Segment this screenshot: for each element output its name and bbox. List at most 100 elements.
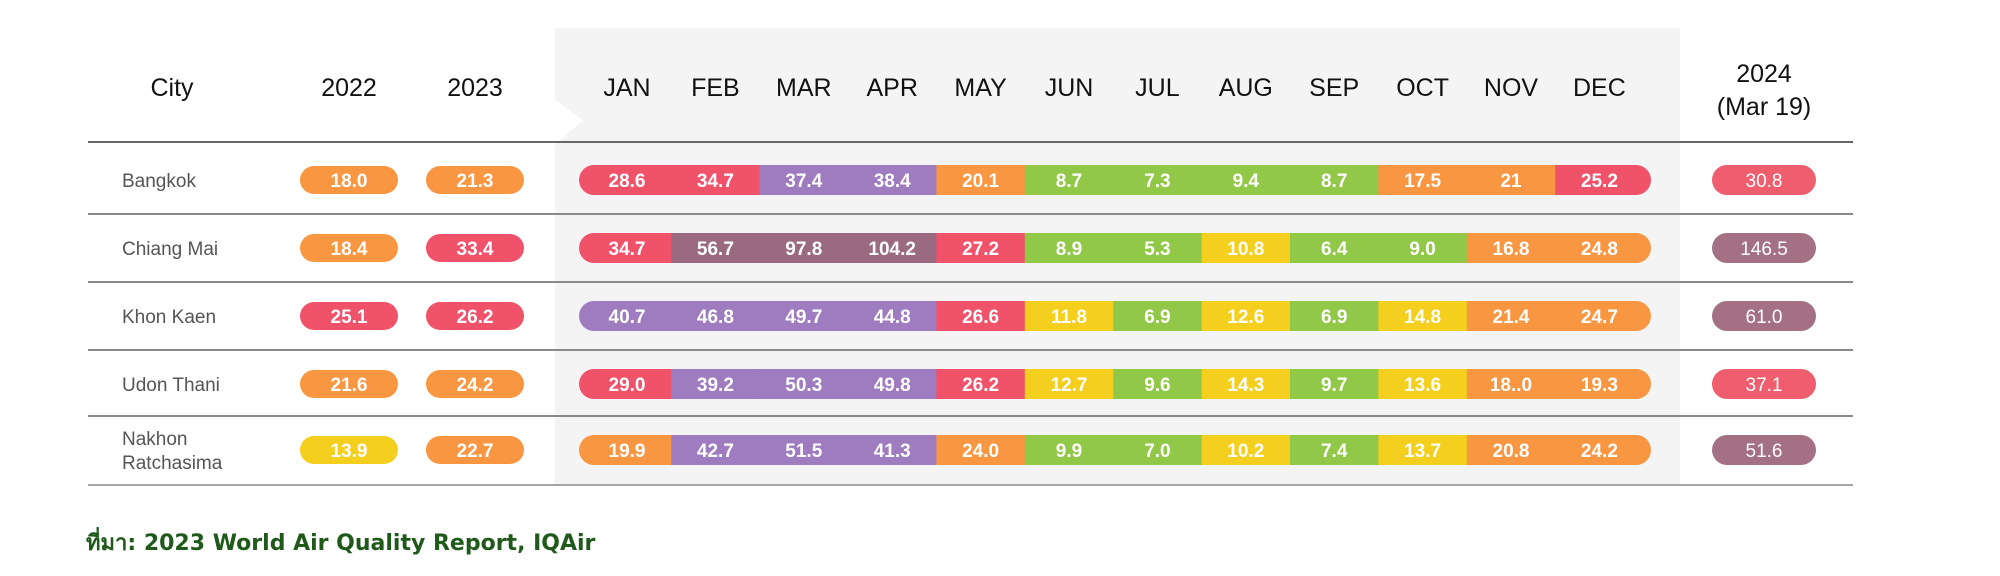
month-value: 27.2 — [962, 239, 999, 260]
monthly-bar — [579, 301, 1651, 331]
month-segment — [1201, 435, 1291, 465]
month-value: 34.7 — [609, 239, 646, 260]
annual-value: 22.7 — [457, 441, 494, 462]
month-segment — [936, 369, 1026, 399]
table-row: Khon Kaen 25.1 26.2 40.7 46.8 49.7 44.8 26.6 11.… — [122, 301, 1816, 331]
month-value: 26.6 — [962, 307, 999, 328]
month-segment — [1466, 435, 1556, 465]
table-row: Chiang Mai 18.4 33.4 34.7 56.7 97.8 104.2 27.2 8… — [122, 233, 1816, 263]
annual-pill — [426, 166, 524, 194]
month-value: 19.3 — [1581, 375, 1618, 396]
month-value: 51.5 — [785, 441, 822, 462]
month-value: 24.0 — [962, 441, 999, 462]
annual-pill — [426, 436, 524, 464]
current-value: 30.8 — [1746, 171, 1783, 192]
month-value: 6.9 — [1321, 307, 1347, 328]
month-value: 12.7 — [1051, 375, 1088, 396]
city-name: Bangkok — [122, 171, 196, 192]
header-month-mar: MAR — [776, 74, 832, 102]
monthly-bar — [579, 233, 1651, 263]
city-name-line: Nakhon — [122, 429, 188, 450]
month-segment — [1378, 301, 1468, 331]
month-value: 7.0 — [1144, 441, 1170, 462]
month-segment — [671, 369, 761, 399]
month-segment — [579, 369, 672, 399]
month-segment — [1113, 369, 1203, 399]
month-value: 10.2 — [1227, 441, 1264, 462]
header-month-nov: NOV — [1484, 74, 1539, 102]
city-name-line: Bangkok — [122, 171, 196, 192]
monthly-bar — [579, 165, 1651, 195]
month-value: 9.9 — [1056, 441, 1082, 462]
month-value: 40.7 — [609, 307, 646, 328]
annual-pill — [300, 370, 398, 398]
current-value: 51.6 — [1746, 441, 1783, 462]
month-value: 18..0 — [1490, 375, 1532, 396]
month-value: 25.2 — [1581, 171, 1618, 192]
month-value: 14.8 — [1404, 307, 1441, 328]
month-segment — [1113, 435, 1203, 465]
header-current-line-1: 2024 — [1736, 60, 1792, 88]
header-row: City 2022 2023 JAN FEB MAR APR MAY JUN JUL AUG SEP O… — [150, 60, 1811, 121]
month-segment — [1201, 165, 1291, 195]
month-value: 10.8 — [1227, 239, 1264, 260]
data-rows: Bangkok 18.0 21.3 28.6 34.7 37.4 38.4 20.1 8.7 7.… — [122, 165, 1816, 474]
monthly-bar — [579, 369, 1651, 399]
annual-value: 25.1 — [331, 307, 368, 328]
month-value: 49.7 — [785, 307, 822, 328]
month-value: 46.8 — [697, 307, 734, 328]
month-segment — [1555, 435, 1651, 465]
month-segment — [579, 165, 672, 195]
month-segment — [1466, 165, 1556, 195]
month-value: 41.3 — [874, 441, 911, 462]
month-segment — [848, 435, 937, 465]
current-value: 146.5 — [1740, 239, 1788, 260]
month-segment — [1201, 369, 1291, 399]
source-note: ที่มา: 2023 World Air Quality Report, IQ… — [86, 531, 596, 556]
month-segment — [759, 165, 849, 195]
month-segment — [1024, 165, 1114, 195]
month-segment — [579, 435, 672, 465]
month-value: 6.9 — [1144, 307, 1170, 328]
month-value: 11.8 — [1051, 307, 1087, 328]
month-value: 50.3 — [785, 375, 822, 396]
annual-value: 33.4 — [457, 239, 494, 260]
month-segment — [759, 301, 849, 331]
month-value: 38.4 — [874, 171, 911, 192]
month-value: 13.6 — [1404, 375, 1441, 396]
month-segment — [1201, 233, 1291, 263]
annual-pill — [300, 234, 398, 262]
month-value: 6.4 — [1321, 239, 1348, 260]
month-segment — [671, 301, 761, 331]
month-value: 8.7 — [1056, 171, 1082, 192]
annual-pill — [300, 436, 398, 464]
month-value: 9.7 — [1321, 375, 1347, 396]
month-value: 21 — [1500, 171, 1522, 192]
month-segment — [1113, 165, 1203, 195]
month-segment — [759, 233, 849, 263]
current-value: 61.0 — [1746, 307, 1783, 328]
month-segment — [1113, 301, 1203, 331]
header-month-sep: SEP — [1309, 74, 1359, 102]
month-segment — [1290, 301, 1379, 331]
city-name-line: Khon Kaen — [122, 307, 216, 328]
month-value: 14.3 — [1227, 375, 1264, 396]
month-value: 97.8 — [785, 239, 822, 260]
month-value: 8.9 — [1056, 239, 1082, 260]
month-value: 44.8 — [874, 307, 911, 328]
current-pill — [1712, 301, 1816, 331]
current-pill — [1712, 233, 1816, 263]
table-row: Nakhon Ratchasima 13.9 22.7 19.9 42.7 51.5 41.3… — [122, 429, 1816, 474]
month-value: 7.4 — [1321, 441, 1348, 462]
month-value: 34.7 — [697, 171, 734, 192]
annual-pill — [300, 302, 398, 330]
header-current-line-2: (Mar 19) — [1717, 93, 1811, 121]
month-value: 24.8 — [1581, 239, 1618, 260]
month-segment — [579, 301, 672, 331]
annual-value: 21.3 — [457, 171, 494, 192]
city-name: Nakhon Ratchasima — [122, 429, 223, 474]
city-name: Khon Kaen — [122, 307, 216, 328]
month-segment — [1378, 165, 1468, 195]
month-segment — [1290, 369, 1379, 399]
month-value: 8.7 — [1321, 171, 1347, 192]
